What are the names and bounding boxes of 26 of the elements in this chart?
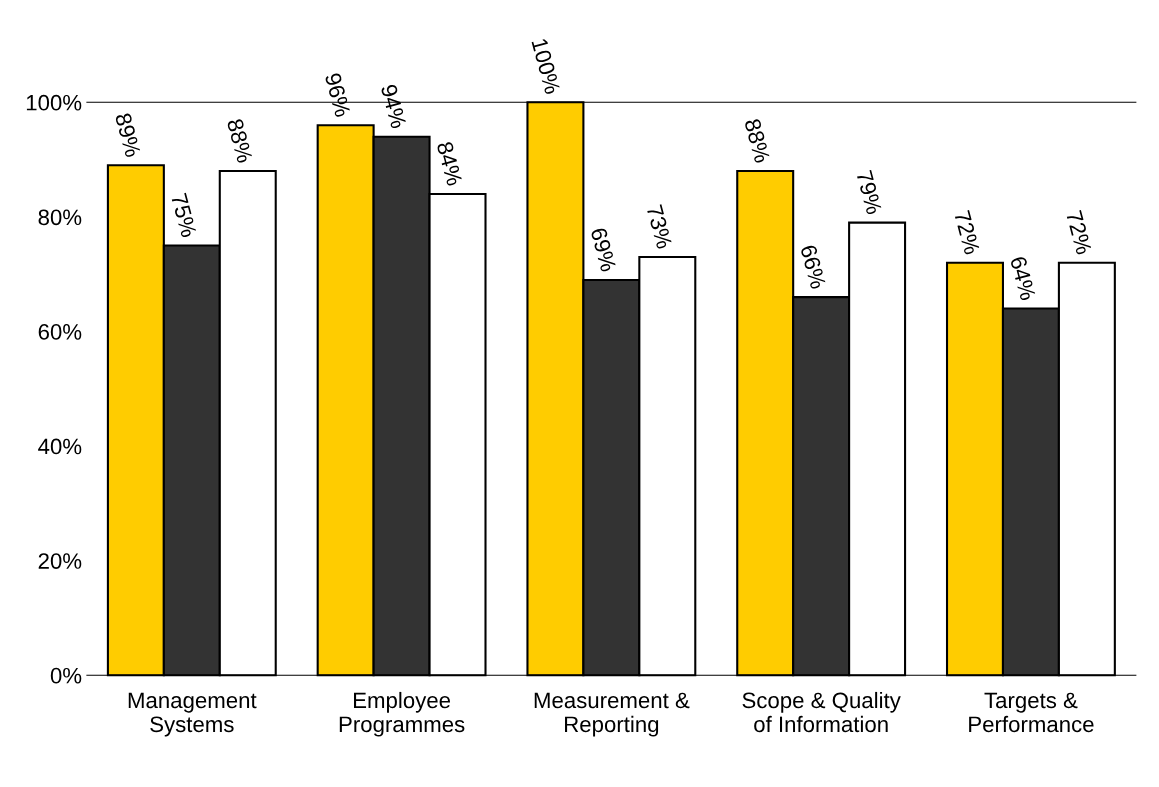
- data-label: 73%: [646, 204, 673, 250]
- y-tick-label: 0%: [50, 667, 82, 684]
- data-label: 75%: [170, 192, 197, 238]
- y-tick-label: 20%: [38, 553, 82, 569]
- data-label: 64%: [1009, 255, 1037, 301]
- data-label: 94%: [380, 83, 407, 130]
- data-label: 88%: [744, 118, 771, 164]
- x-tick-label: Targets & Performance: [969, 692, 1094, 733]
- data-label: 89%: [114, 112, 142, 158]
- y-tick-label: 80%: [38, 209, 82, 226]
- y-tick-label: 40%: [38, 438, 82, 455]
- y-tick-label: 100%: [26, 94, 82, 111]
- y-tick-label: 60%: [38, 324, 82, 340]
- data-label: 66%: [800, 244, 827, 290]
- data-label: 69%: [590, 227, 617, 273]
- x-tick-label: Scope & Quality of Information: [742, 691, 901, 733]
- x-tick-label: Employee Programmes: [339, 691, 465, 737]
- data-label: 100%: [531, 38, 561, 95]
- data-label: 84%: [436, 141, 463, 187]
- data-label: 88%: [226, 118, 254, 164]
- data-label: 72%: [1066, 209, 1093, 256]
- data-label: 79%: [856, 169, 883, 215]
- data-label: 96%: [324, 72, 351, 118]
- data-label: 72%: [954, 209, 981, 256]
- x-tick-label: Management Systems: [128, 692, 257, 737]
- x-tick-label: Measurement & Reporting: [534, 692, 690, 737]
